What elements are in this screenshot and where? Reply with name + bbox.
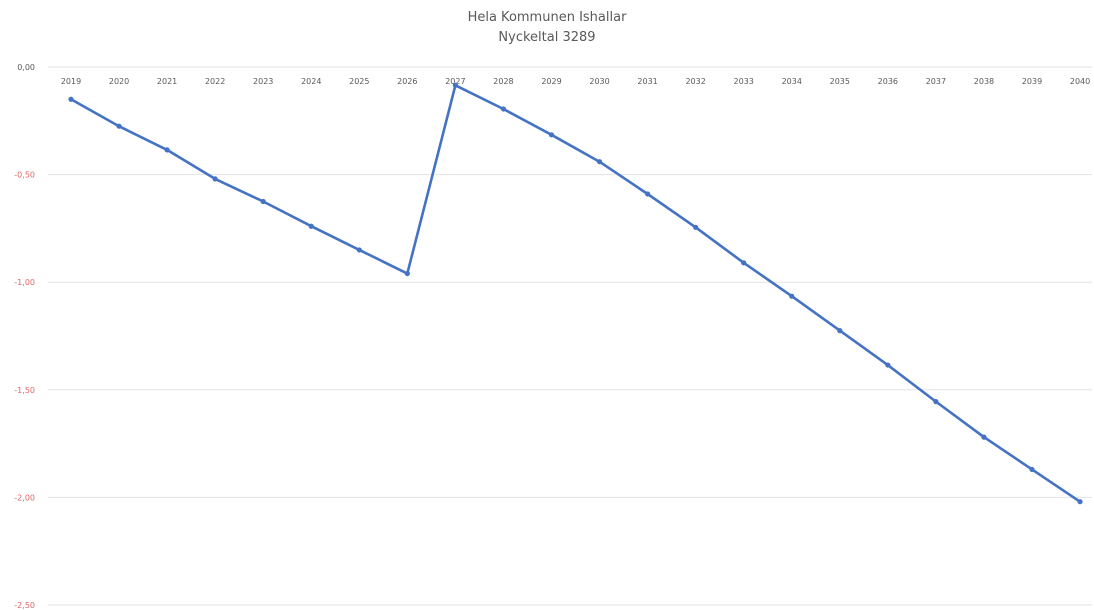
data-point bbox=[789, 293, 795, 299]
y-tick-label: -2,50 bbox=[14, 601, 35, 610]
data-point bbox=[260, 198, 266, 205]
data-point bbox=[68, 96, 74, 102]
x-tick-label: 2028 bbox=[493, 77, 513, 86]
data-point bbox=[500, 106, 507, 112]
x-tick-label: 2026 bbox=[397, 77, 417, 86]
x-tick-label: 2024 bbox=[301, 77, 321, 86]
x-tick-label: 2029 bbox=[541, 77, 561, 86]
x-tick-label: 2036 bbox=[878, 77, 898, 86]
y-tick-label: -1,50 bbox=[14, 386, 35, 395]
data-point bbox=[212, 176, 218, 182]
data-point bbox=[981, 434, 987, 440]
x-tick-label: 2030 bbox=[589, 77, 609, 86]
data-point bbox=[308, 223, 314, 229]
data-point bbox=[933, 399, 939, 405]
x-tick-label: 2023 bbox=[253, 77, 273, 86]
data-point bbox=[693, 224, 699, 230]
y-tick-label: -0,50 bbox=[14, 171, 35, 180]
y-tick-label: -2,00 bbox=[14, 493, 35, 502]
x-tick-label: 2035 bbox=[830, 77, 850, 86]
data-point bbox=[645, 191, 651, 197]
data-point bbox=[548, 132, 555, 138]
chart-subtitle: Nyckeltal 3289 bbox=[498, 30, 596, 45]
x-tick-label: 2034 bbox=[782, 77, 802, 86]
data-point bbox=[404, 270, 410, 277]
x-tick-label: 2019 bbox=[61, 77, 81, 86]
data-point bbox=[837, 328, 843, 334]
x-tick-label: 2022 bbox=[205, 77, 225, 86]
x-tick-label: 2040 bbox=[1070, 77, 1090, 86]
data-point bbox=[356, 247, 362, 253]
x-tick-label: 2037 bbox=[926, 77, 946, 86]
data-point bbox=[116, 123, 122, 129]
data-point bbox=[452, 82, 458, 88]
y-tick-label: -1,00 bbox=[14, 278, 35, 287]
x-tick-label: 2033 bbox=[734, 77, 754, 86]
x-tick-label: 2031 bbox=[637, 77, 657, 86]
data-point bbox=[1029, 466, 1035, 473]
data-point bbox=[741, 260, 747, 266]
x-tick-label: 2032 bbox=[685, 77, 705, 86]
data-point bbox=[1077, 499, 1083, 505]
x-tick-label: 2027 bbox=[445, 77, 465, 86]
y-tick-label: 0,00 bbox=[17, 63, 35, 72]
x-tick-label: 2025 bbox=[349, 77, 369, 86]
data-point bbox=[164, 147, 170, 153]
x-tick-label: 2039 bbox=[1022, 77, 1042, 86]
data-point bbox=[596, 159, 603, 165]
x-tick-label: 2021 bbox=[157, 77, 177, 86]
series-line bbox=[69, 84, 1082, 504]
x-tick-label: 2020 bbox=[109, 77, 129, 86]
chart-title: Hela Kommunen Ishallar bbox=[467, 10, 627, 25]
x-tick-label: 2038 bbox=[974, 77, 994, 86]
data-point bbox=[885, 362, 891, 368]
